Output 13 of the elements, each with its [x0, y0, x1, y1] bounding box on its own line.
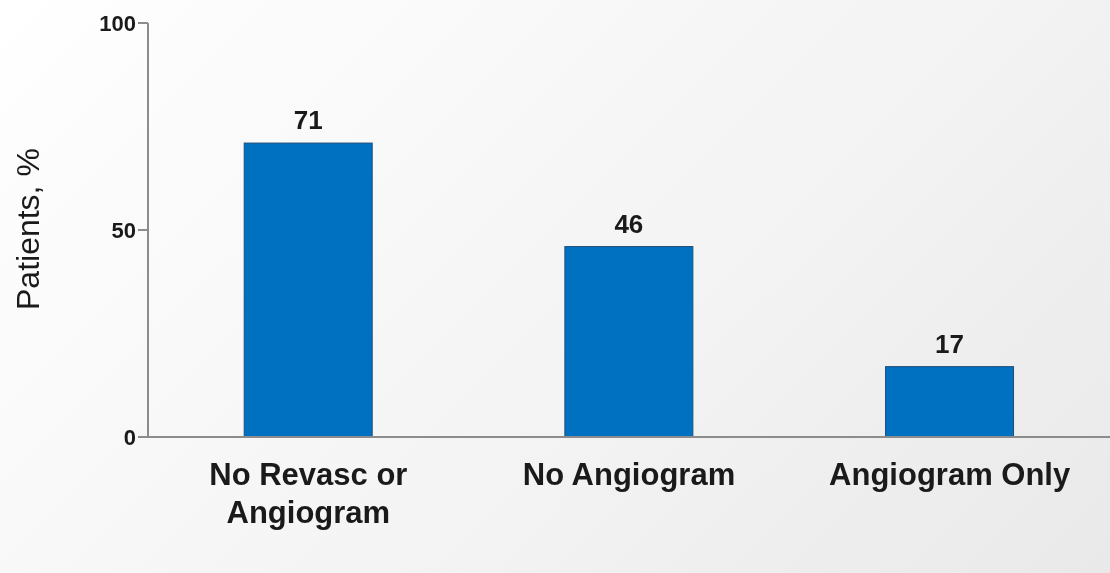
bar: [243, 142, 373, 437]
data-label: 71: [293, 105, 323, 136]
x-tick-label: No Revasc or Angiogram: [209, 457, 408, 530]
bar: [564, 246, 694, 437]
y-tick-label: 50: [111, 217, 136, 243]
y-tick-label: 0: [123, 424, 136, 450]
y-tick-label: 100: [99, 10, 136, 36]
bar: [885, 366, 1015, 437]
data-label: 46: [614, 208, 644, 239]
y-axis-title: Patients, %: [10, 148, 47, 310]
x-tick-label: No Angiogram: [522, 457, 736, 492]
data-label: 17: [935, 328, 964, 359]
x-tick-label: Angiogram Only: [829, 457, 1071, 492]
